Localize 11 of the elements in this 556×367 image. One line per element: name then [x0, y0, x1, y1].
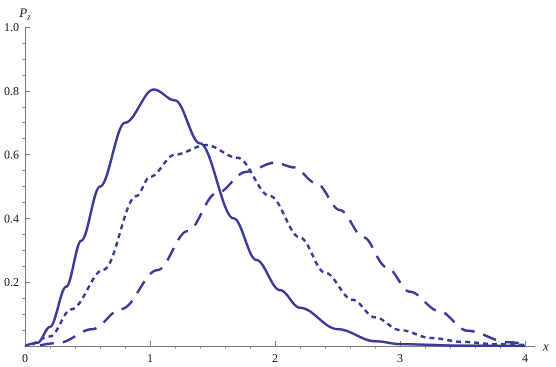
y-tick-label: 1.0	[4, 20, 19, 34]
y-tick-label: 0.6	[4, 148, 19, 162]
x-axis-title: x	[542, 338, 549, 354]
x-tick-label: 3	[397, 351, 403, 365]
y-tick-label: 0.8	[4, 84, 19, 98]
x-tick-label: 4	[522, 351, 528, 365]
x-tick-label: 0	[22, 351, 28, 365]
y-tick-label: 0.4	[4, 211, 19, 226]
x-tick-label: 1	[147, 351, 153, 365]
x-tick-label: 2	[272, 351, 278, 365]
y-tick-label: 0.2	[4, 275, 19, 290]
